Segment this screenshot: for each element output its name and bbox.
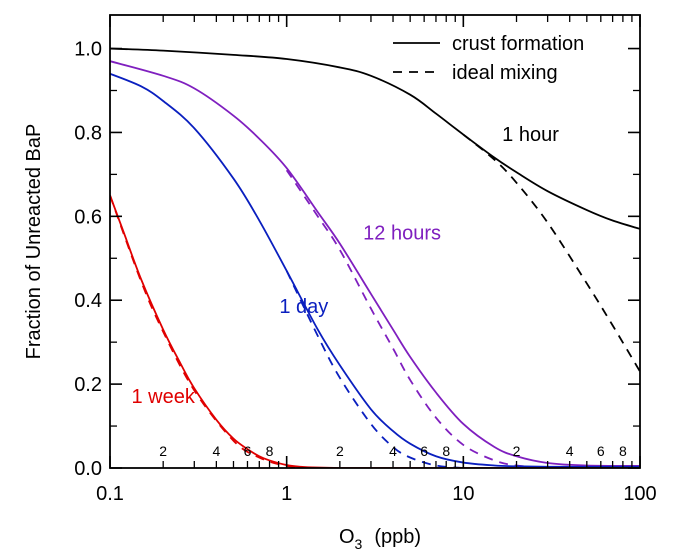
x-tick-label: 100 [623, 483, 656, 505]
y-tick-label: 0.2 [74, 374, 102, 396]
y-tick-label: 0.6 [74, 206, 102, 228]
y-tick-label: 0.8 [74, 122, 102, 144]
ticks [109, 15, 641, 469]
x-minor-tick-label: 4 [389, 443, 397, 459]
x-tick-label: 10 [452, 483, 474, 505]
x-minor-tick-label: 6 [420, 443, 428, 459]
curve-12-hours-dashed [285, 169, 548, 468]
curve-annotations: 1 hour 12 hours 1 day 1 week [131, 124, 559, 408]
y-axis-label: Fraction of Unreacted BaP [23, 124, 45, 360]
y-tick-label: 1.0 [74, 39, 102, 61]
x-minor-tick-label: 6 [244, 443, 252, 459]
x-axis-label: O3 (ppb) [339, 526, 421, 552]
curve-1-week-dashed [110, 195, 318, 468]
x-minor-tick-label: 2 [513, 443, 521, 459]
annotation-12-hours: 12 hours [363, 222, 441, 244]
curve-1-week-solid [110, 195, 640, 468]
curve-1-day-dashed [285, 270, 464, 468]
legend-ideal-mixing-label: ideal mixing [452, 62, 558, 84]
x-tick-label: 0.1 [96, 483, 124, 505]
legend-crust-formation-label: crust formation [452, 33, 584, 55]
x-minor-tick-label: 4 [566, 443, 574, 459]
curve-1-hour-solid [110, 47, 640, 230]
x-minor-tick-label: 4 [212, 443, 220, 459]
legend: crust formation ideal mixing [393, 33, 584, 84]
plot-frame [109, 14, 641, 469]
x-minor-tick-label: 6 [597, 443, 605, 459]
x-axis-label-unit: (ppb) [374, 526, 421, 548]
x-minor-tick-label: 8 [619, 443, 627, 459]
annotation-1-week: 1 week [131, 386, 195, 408]
x-minor-tick-label: 2 [159, 443, 167, 459]
x-minor-tick-label: 8 [266, 443, 274, 459]
x-minor-tick-label: 2 [336, 443, 344, 459]
x-tick-label: 1 [281, 483, 292, 505]
annotation-1-day: 1 day [279, 296, 328, 318]
x-axis-label-subscript: 3 [355, 536, 363, 552]
y-tick-label: 0.4 [74, 290, 102, 312]
curve-1-hour-dashed [462, 133, 640, 372]
annotation-1-hour: 1 hour [502, 124, 559, 146]
x-axis-label-main: O [339, 526, 355, 548]
curve-12-hours-solid [110, 60, 640, 467]
y-tick-label: 0.0 [74, 458, 102, 480]
x-minor-tick-label: 8 [442, 443, 450, 459]
